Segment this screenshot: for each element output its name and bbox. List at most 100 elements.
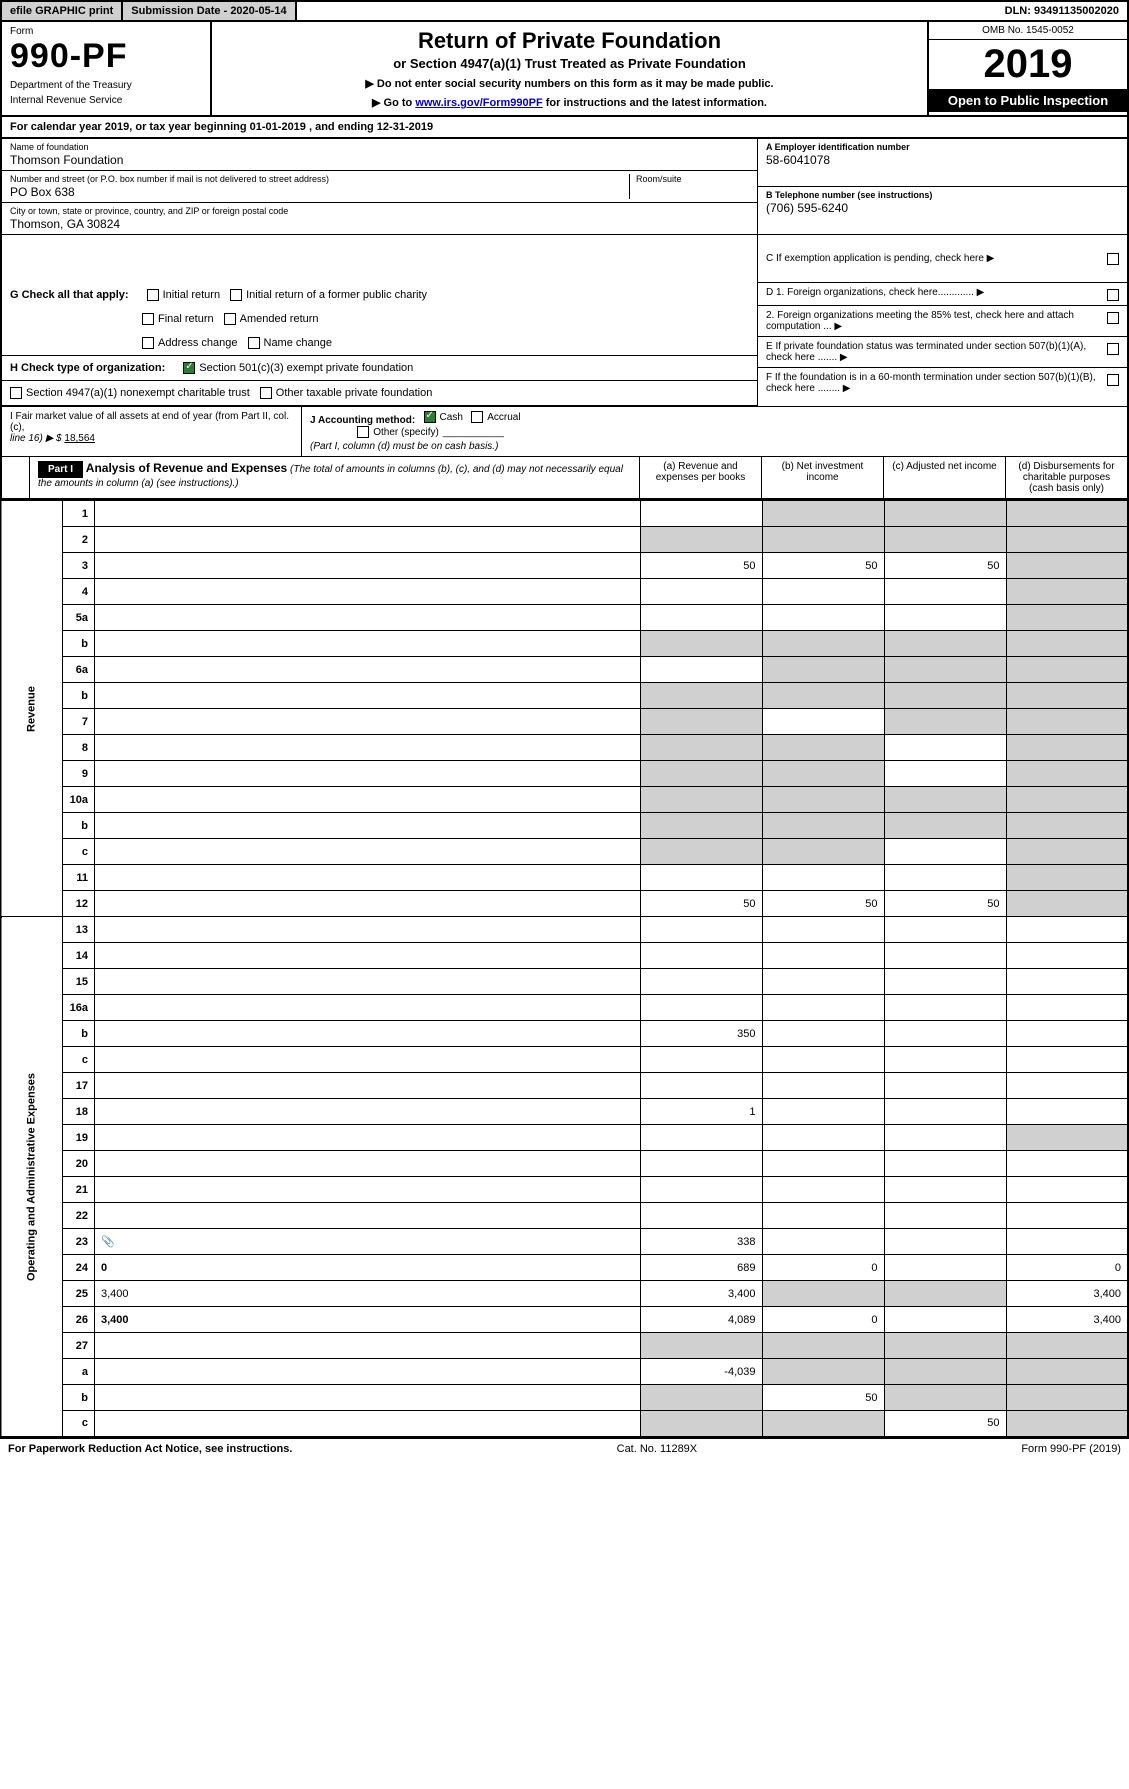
col-b-value: [762, 1359, 884, 1385]
d2-checkbox[interactable]: [1107, 312, 1119, 324]
line-number: 17: [63, 1073, 95, 1099]
c-cell: C If exemption application is pending, c…: [758, 235, 1127, 283]
line-number: 23: [63, 1229, 95, 1255]
table-row: c: [1, 839, 1128, 865]
g-address-change[interactable]: Address change: [142, 337, 238, 349]
i-label: I Fair market value of all assets at end…: [10, 411, 289, 433]
j-cash[interactable]: Cash: [424, 411, 463, 423]
col-d-value: [1006, 1125, 1128, 1151]
col-b-value: [762, 709, 884, 735]
g-final-return[interactable]: Final return: [142, 313, 214, 325]
j-accrual[interactable]: Accrual: [471, 411, 520, 423]
ein-label: A Employer identification number: [766, 142, 910, 152]
col-d-value: [1006, 735, 1128, 761]
i-block: I Fair market value of all assets at end…: [2, 407, 302, 456]
table-row: Revenue1: [1, 501, 1128, 527]
line-desc: [95, 995, 641, 1021]
table-row: c50: [1, 1411, 1128, 1437]
g-initial-return[interactable]: Initial return: [147, 289, 220, 301]
line-number: b: [63, 631, 95, 657]
addr-block: Number and street (or P.O. box number if…: [10, 174, 629, 199]
col-b-value: 0: [762, 1307, 884, 1333]
col-d-value: [1006, 917, 1128, 943]
d1-checkbox[interactable]: [1107, 289, 1119, 301]
col-a-value: [640, 943, 762, 969]
form990pf-link[interactable]: www.irs.gov/Form990PF: [415, 97, 542, 109]
table-row: b350: [1, 1021, 1128, 1047]
col-b-value: [762, 865, 884, 891]
g-o3-label: Final return: [158, 313, 214, 325]
side-spacer: [2, 457, 30, 498]
col-a-value: [640, 1177, 762, 1203]
col-b-value: [762, 1021, 884, 1047]
e-item: E If private foundation status was termi…: [758, 337, 1127, 368]
table-row: 2: [1, 527, 1128, 553]
j-block: J Accounting method: Cash Accrual Other …: [302, 407, 1127, 456]
col-c-value: [884, 501, 1006, 527]
col-a-value: [640, 995, 762, 1021]
col-b-value: [762, 1099, 884, 1125]
entity-right: A Employer identification number 58-6041…: [757, 139, 1127, 283]
col-c-value: [884, 1307, 1006, 1333]
line-desc: 3,400: [95, 1307, 641, 1333]
col-c-value: 50: [884, 891, 1006, 917]
attachment-icon[interactable]: 📎: [101, 1236, 115, 1248]
line-desc: [95, 1177, 641, 1203]
col-d-value: [1006, 683, 1128, 709]
line-desc: [95, 735, 641, 761]
col-b-value: [762, 683, 884, 709]
table-row: 181: [1, 1099, 1128, 1125]
efile-print-button[interactable]: efile GRAPHIC print: [2, 2, 123, 20]
line-number: c: [63, 1411, 95, 1437]
g-initial-former[interactable]: Initial return of a former public charit…: [230, 289, 427, 301]
f-checkbox[interactable]: [1107, 374, 1119, 386]
col-b-value: [762, 527, 884, 553]
col-c-value: [884, 735, 1006, 761]
col-d-value: [1006, 1047, 1128, 1073]
col-d-value: [1006, 969, 1128, 995]
col-c-value: [884, 1203, 1006, 1229]
table-row: a-4,039: [1, 1359, 1128, 1385]
table-row: 16a: [1, 995, 1128, 1021]
col-a-value: [640, 1385, 762, 1411]
col-d-head: (d) Disbursements for charitable purpose…: [1005, 457, 1127, 498]
h-other-taxable[interactable]: Other taxable private foundation: [260, 387, 433, 399]
line-number: 22: [63, 1203, 95, 1229]
g-amended[interactable]: Amended return: [224, 313, 319, 325]
h-4947[interactable]: Section 4947(a)(1) nonexempt charitable …: [10, 387, 250, 399]
line-desc: [95, 1385, 641, 1411]
h-501c3[interactable]: Section 501(c)(3) exempt private foundat…: [183, 362, 413, 374]
line-number: c: [63, 839, 95, 865]
c-checkbox[interactable]: [1107, 253, 1119, 265]
col-c-value: [884, 1177, 1006, 1203]
line-number: b: [63, 1021, 95, 1047]
line-number: 19: [63, 1125, 95, 1151]
line-number: 7: [63, 709, 95, 735]
col-b-value: [762, 995, 884, 1021]
line-desc: [95, 1359, 641, 1385]
calendar-year-line: For calendar year 2019, or tax year begi…: [0, 117, 1129, 139]
line-number: b: [63, 1385, 95, 1411]
col-a-value: [640, 735, 762, 761]
col-d-value: [1006, 787, 1128, 813]
table-row: 4: [1, 579, 1128, 605]
g-name-change[interactable]: Name change: [248, 337, 333, 349]
i-value: 18,564: [64, 433, 95, 444]
line-desc: [95, 1099, 641, 1125]
header-mid: Return of Private Foundation or Section …: [212, 22, 927, 115]
col-b-value: [762, 813, 884, 839]
table-row: 14: [1, 943, 1128, 969]
col-b-value: [762, 839, 884, 865]
table-row: 8: [1, 735, 1128, 761]
line-desc: [95, 865, 641, 891]
col-a-value: [640, 969, 762, 995]
j-accrual-label: Accrual: [487, 412, 520, 423]
note2-post: for instructions and the latest informat…: [543, 97, 767, 109]
j-other[interactable]: Other (specify) ___________: [357, 426, 504, 438]
col-b-value: [762, 1047, 884, 1073]
line-desc: [95, 1125, 641, 1151]
form-title: Return of Private Foundation: [218, 28, 921, 54]
col-c-value: [884, 787, 1006, 813]
e-checkbox[interactable]: [1107, 343, 1119, 355]
table-row: 3505050: [1, 553, 1128, 579]
